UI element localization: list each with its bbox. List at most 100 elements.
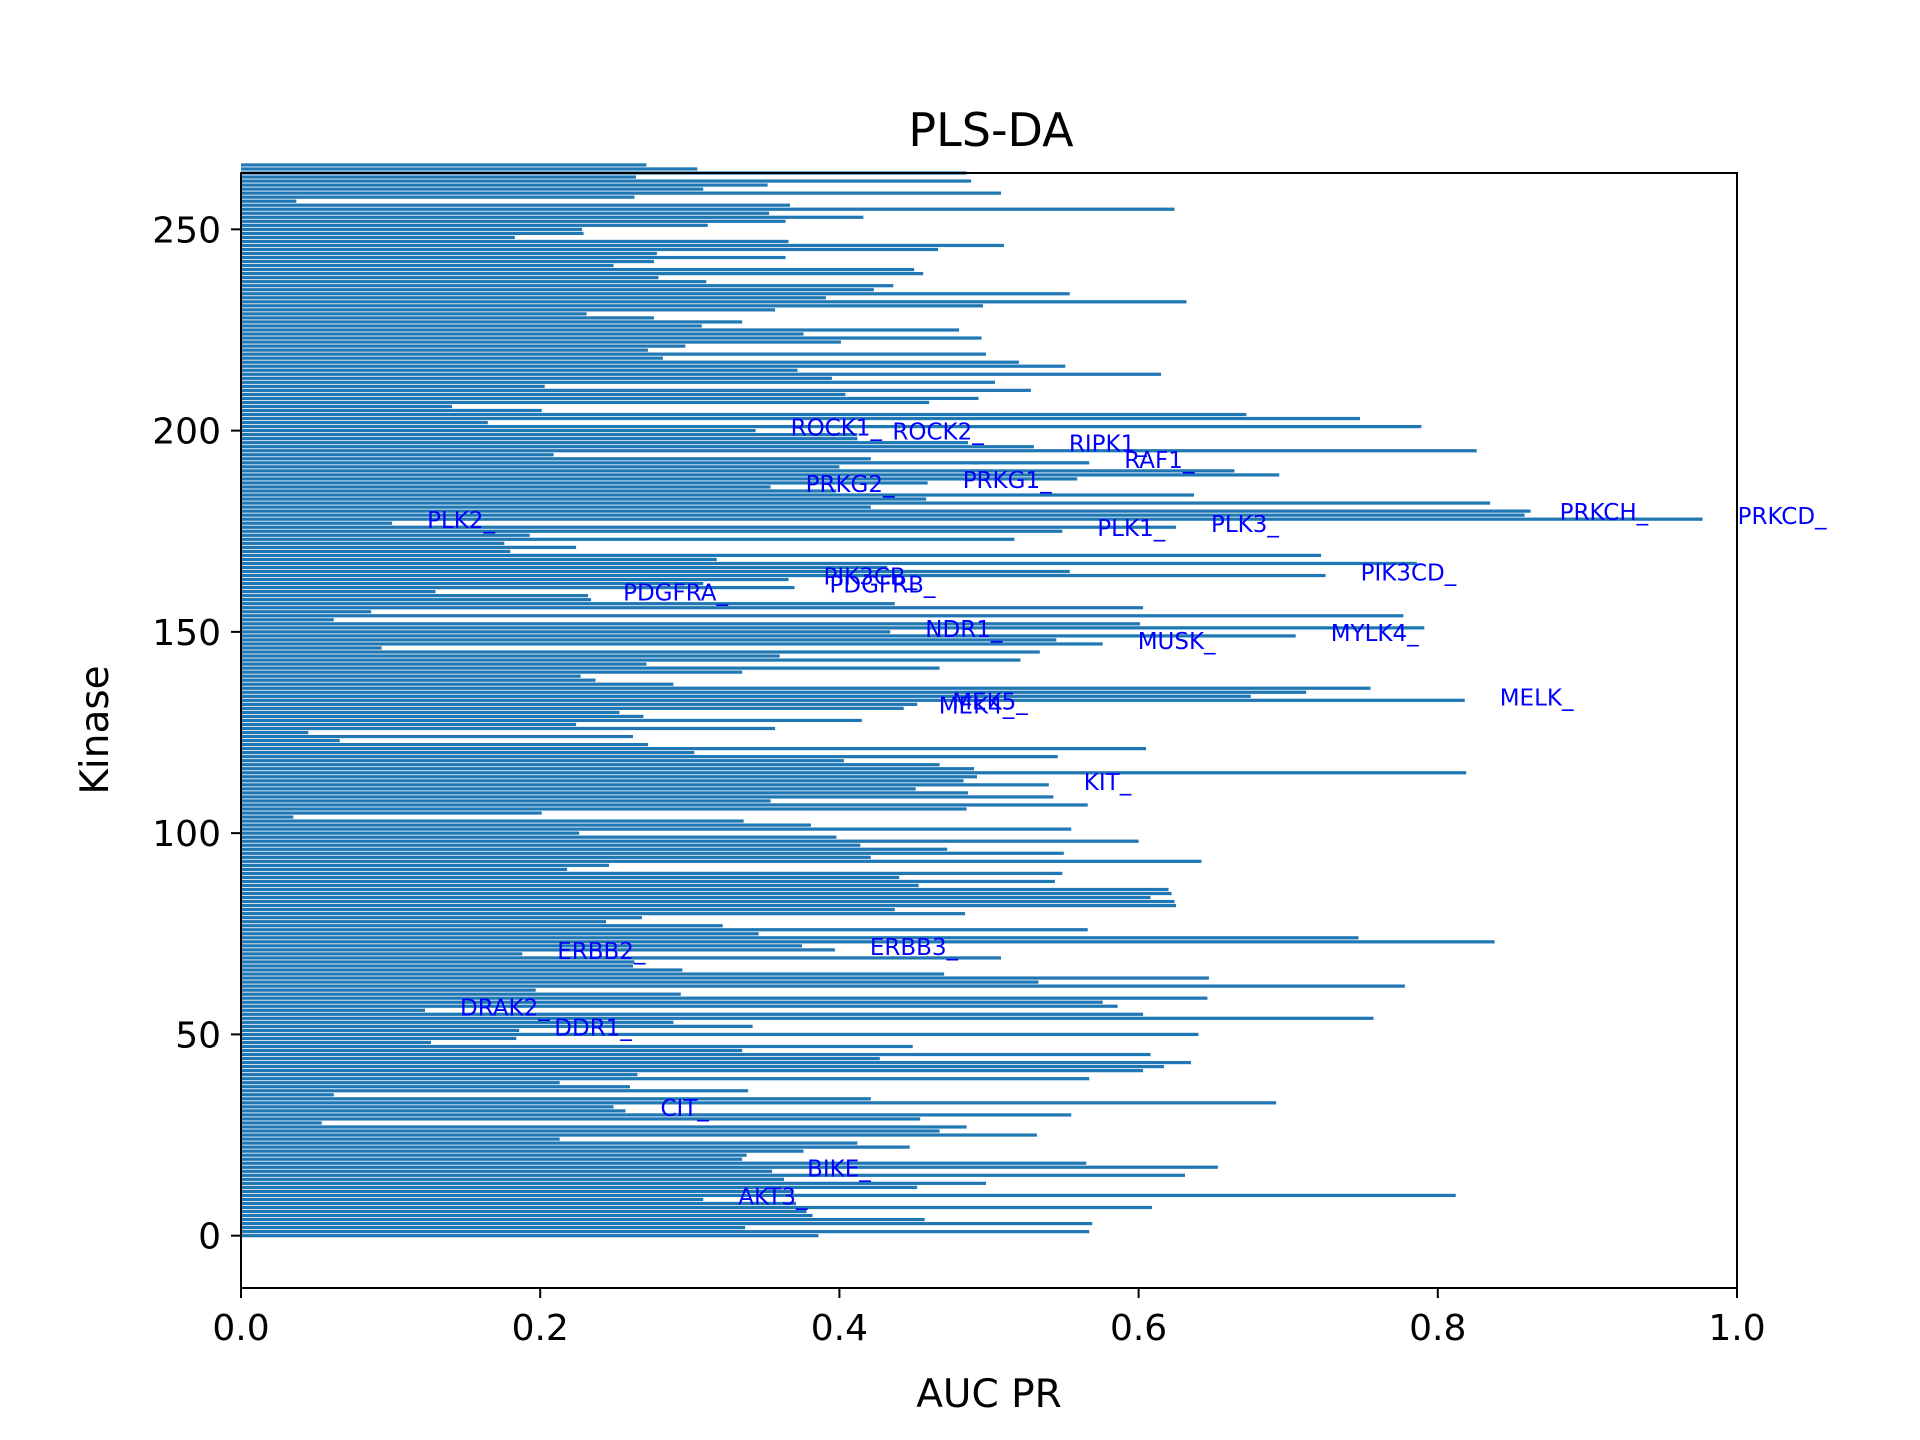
bar-217 <box>241 360 1019 364</box>
bar-11 <box>241 1189 792 1193</box>
bar-61 <box>241 988 536 992</box>
x-axis-title: AUC PR <box>916 1372 1061 1417</box>
bar-221 <box>241 344 686 348</box>
bar-223 <box>241 336 982 340</box>
bar-40 <box>241 1073 638 1077</box>
bar-22 <box>241 1145 910 1149</box>
bar-114 <box>241 775 978 779</box>
bar-240 <box>241 268 915 272</box>
bar-58 <box>241 1000 1103 1004</box>
bar-86 <box>241 887 1169 892</box>
bar-250 <box>241 227 583 231</box>
bar-annotation-prkg1: PRKG1_ <box>963 468 1052 494</box>
bar-218 <box>241 356 663 360</box>
bar-69 <box>241 956 1001 960</box>
bar-254 <box>241 211 770 215</box>
bar-130 <box>241 710 620 714</box>
bar-164 <box>241 573 1326 578</box>
bar-117 <box>241 763 940 767</box>
bar-227 <box>241 320 743 324</box>
bar-201 <box>241 424 1422 429</box>
bar-47 <box>241 1044 913 1049</box>
bar-26 <box>241 1129 940 1133</box>
bar-193 <box>241 457 871 461</box>
chart-title: PLS-DA <box>908 103 1074 157</box>
bar-152 <box>241 622 1141 626</box>
bar-annotation-raf1: RAF1_ <box>1124 448 1195 474</box>
bar-annotation-ripk1: RIPK1_ <box>1069 432 1147 458</box>
bar-209 <box>241 392 846 396</box>
bar-19 <box>241 1157 743 1161</box>
bar-5 <box>241 1213 813 1218</box>
bar-annotation-erbb2: ERBB2_ <box>557 939 646 965</box>
bar-102 <box>241 823 811 827</box>
bar-137 <box>241 682 674 686</box>
bar-101 <box>241 827 1072 831</box>
bar-annotation-mek4: MEK4_ <box>939 693 1015 719</box>
bar-20 <box>241 1153 747 1157</box>
bar-84 <box>241 895 1151 900</box>
bar-229 <box>241 312 587 316</box>
bar-192 <box>241 461 1090 465</box>
bar-27 <box>241 1125 967 1129</box>
bar-123 <box>241 738 340 743</box>
bar-107 <box>241 803 1088 807</box>
bar-79 <box>241 916 642 920</box>
bar-140 <box>241 670 743 674</box>
y-axis-title: Kinase <box>73 665 118 794</box>
bar-annotation-prkg2: PRKG2_ <box>806 472 895 498</box>
bar-142 <box>241 662 647 666</box>
bar-207 <box>241 400 930 405</box>
bar-186 <box>241 485 771 489</box>
bar-252 <box>241 219 786 223</box>
bar-262 <box>241 179 972 183</box>
bar-74 <box>241 936 1359 940</box>
bar-134 <box>241 694 1251 698</box>
bar-annotation-prkcd: PRKCD_ <box>1738 504 1827 530</box>
bar-38 <box>241 1081 560 1085</box>
bar-97 <box>241 843 861 847</box>
bar-92 <box>241 863 610 867</box>
bar-220 <box>241 348 648 352</box>
bar-46 <box>241 1048 743 1053</box>
bar-138 <box>241 678 596 682</box>
bar-42 <box>241 1065 1165 1069</box>
bar-51 <box>241 1028 520 1032</box>
bar-256 <box>241 203 791 207</box>
bar-238 <box>241 276 659 280</box>
bar-53 <box>241 1020 674 1024</box>
bar-13 <box>241 1181 987 1185</box>
bar-annotation-ddr1: DDR1_ <box>554 1015 632 1041</box>
bar-91 <box>241 867 568 871</box>
bar-annotation-plk1: PLK1_ <box>1097 516 1165 542</box>
bar-119 <box>241 755 1058 759</box>
bar-128 <box>241 718 862 723</box>
bar-100 <box>241 831 580 835</box>
bar-120 <box>241 751 695 755</box>
bar-194 <box>241 453 554 457</box>
bar-81 <box>241 908 895 912</box>
bar-24 <box>241 1137 560 1141</box>
bar-184 <box>241 493 1194 497</box>
bar-158 <box>241 598 592 602</box>
bar-214 <box>241 372 1162 376</box>
bar-110 <box>241 791 969 795</box>
bar-16 <box>241 1169 773 1173</box>
bar-141 <box>241 666 940 670</box>
bar-annotation-pik3cb: PIK3CB_ <box>824 565 918 591</box>
bar-197 <box>241 441 969 445</box>
bars-group <box>241 163 1703 1238</box>
bar-59 <box>241 996 1208 1000</box>
bar-144 <box>241 654 780 658</box>
bar-66 <box>241 968 683 972</box>
bar-135 <box>241 690 1307 694</box>
y-tick-label: 100 <box>152 814 221 855</box>
bar-222 <box>241 340 841 344</box>
bar-127 <box>241 722 577 727</box>
y-tick-label: 50 <box>175 1015 221 1056</box>
bar-212 <box>241 380 995 384</box>
bar-6 <box>241 1209 807 1214</box>
bar-161 <box>241 585 795 590</box>
bar-169 <box>241 553 1322 558</box>
